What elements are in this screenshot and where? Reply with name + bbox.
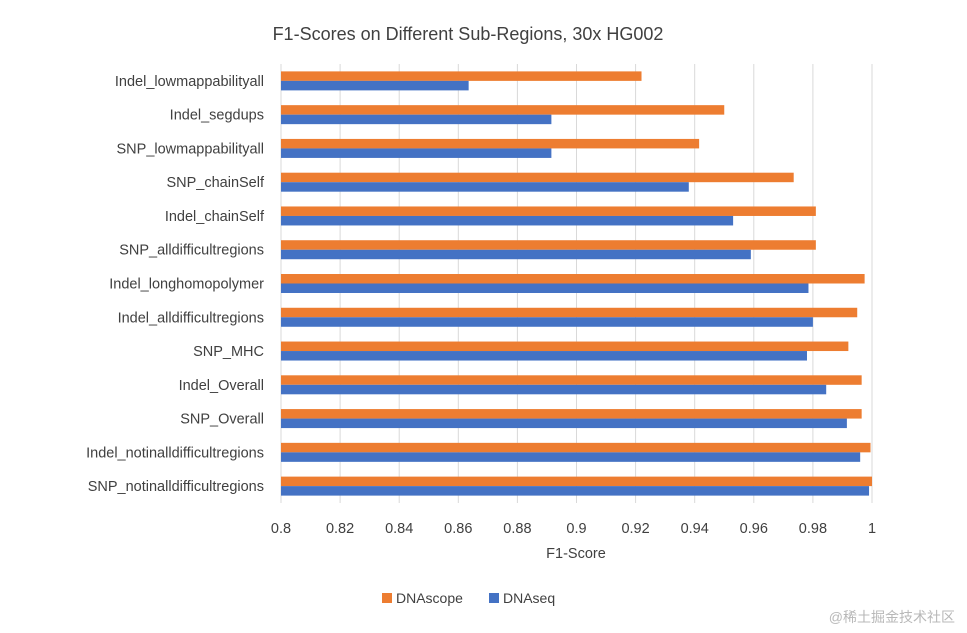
bar-dnascope-5	[281, 240, 816, 250]
category-label: Indel_segdups	[170, 108, 264, 124]
legend: DNAscope DNAseq	[382, 590, 555, 606]
bar-dnaseq-10	[281, 418, 847, 429]
category-label: SNP_chainSelf	[166, 175, 264, 191]
category-label: Indel_lowmappabilityall	[115, 74, 264, 90]
bar-dnaseq-12	[281, 486, 870, 496]
bar-dnaseq-0	[281, 80, 469, 91]
bar-dnaseq-8	[281, 351, 807, 361]
bar-dnaseq-11	[281, 452, 861, 462]
bar-dnascope-9	[281, 375, 862, 385]
bar-dnaseq-9	[281, 384, 827, 395]
x-tick-label: 0.92	[621, 521, 649, 537]
bar-dnascope-4	[281, 206, 816, 216]
watermark: @稀土掘金技术社区	[828, 609, 955, 625]
x-axis-title: F1-Score	[546, 546, 606, 562]
bar-dnaseq-3	[281, 182, 689, 192]
category-label: Indel_alldifficultregions	[118, 310, 264, 326]
bar-dnascope-12	[281, 476, 872, 487]
legend-label-dnascope: DNAscope	[396, 590, 463, 606]
x-tick-label: 0.98	[799, 521, 827, 537]
bar-dnascope-1	[281, 105, 725, 115]
chart-title: F1-Scores on Different Sub-Regions, 30x …	[273, 24, 664, 44]
bar-dnascope-11	[281, 442, 871, 453]
category-label: Indel_notinalldifficultregions	[86, 445, 264, 461]
legend-label-dnaseq: DNAseq	[503, 590, 555, 606]
bar-dnascope-0	[281, 71, 642, 81]
category-labels: Indel_lowmappabilityall Indel_segdups SNP_…	[86, 74, 265, 495]
x-tick-labels: 0.8 0.82 0.84 0.86 0.88 0.9 0.92 0.94 0.96 0.98 1	[271, 521, 876, 537]
x-tick-label: 0.96	[740, 521, 768, 537]
legend-swatch-dnascope	[382, 593, 392, 603]
bar-dnascope-6	[281, 274, 865, 284]
category-label: SNP_Overall	[180, 412, 264, 428]
x-tick-label: 0.84	[385, 521, 413, 537]
legend-swatch-dnaseq	[489, 593, 499, 603]
bar-dnascope-10	[281, 409, 862, 419]
category-label: Indel_Overall	[179, 378, 264, 394]
bar-dnascope-3	[281, 172, 794, 183]
x-tick-label: 0.94	[681, 521, 709, 537]
category-label: Indel_chainSelf	[165, 209, 265, 225]
category-label: SNP_lowmappabilityall	[117, 141, 265, 157]
bar-dnaseq-5	[281, 249, 751, 260]
x-tick-label: 0.9	[566, 521, 586, 537]
x-tick-label: 1	[868, 521, 876, 537]
x-tick-label: 0.88	[503, 521, 531, 537]
bar-dnaseq-7	[281, 317, 813, 327]
bars	[281, 71, 872, 496]
bar-dnaseq-1	[281, 114, 552, 125]
category-label: Indel_longhomopolymer	[109, 277, 264, 293]
bar-dnaseq-2	[281, 148, 552, 158]
category-label: SNP_MHC	[193, 344, 264, 360]
category-label: SNP_alldifficultregions	[119, 243, 264, 259]
bar-dnascope-8	[281, 341, 849, 352]
bar-dnascope-2	[281, 138, 700, 149]
bar-dnaseq-6	[281, 283, 809, 293]
x-tick-label: 0.86	[444, 521, 472, 537]
bar-dnascope-7	[281, 307, 858, 318]
category-label: SNP_notinalldifficultregions	[88, 479, 264, 495]
x-tick-label: 0.8	[271, 521, 291, 537]
bar-dnaseq-4	[281, 215, 734, 226]
x-tick-label: 0.82	[326, 521, 354, 537]
